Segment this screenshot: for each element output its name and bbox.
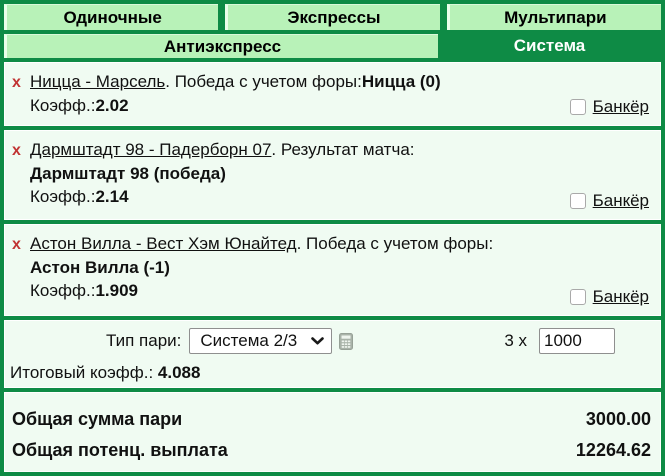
match-link[interactable]: Дармштадт 98 - Падерборн 07 [30, 140, 272, 159]
coeff-label: Коэфф.: [30, 187, 96, 206]
total-coeff-label: Итоговый коэфф.: [10, 363, 158, 382]
bet-type-selected-value: Система 2/3 [200, 331, 298, 350]
coeff-value: 2.14 [95, 187, 129, 206]
bet-description: Астон Вилла - Вест Хэм Юнайтед. Победа с… [30, 232, 651, 255]
chevron-down-icon [311, 337, 325, 345]
bet-description: Дармштадт 98 - Падерборн 07. Результат м… [30, 138, 651, 161]
selection-text: Астон Вилла (-1) [30, 258, 170, 277]
match-link[interactable]: Астон Вилла - Вест Хэм Юнайтед [30, 234, 297, 253]
market-text: . Победа с учетом форы: [165, 72, 362, 91]
tab-row-top: Одиночные Экспрессы Мультипари [4, 4, 661, 30]
tab-row-bottom: Антиэкспресс Система [4, 34, 661, 58]
total-coeff-value: 4.088 [157, 363, 201, 382]
banker-link[interactable]: Банкёр [592, 191, 649, 210]
bet-row: x Астон Вилла - Вест Хэм Юнайтед. Победа… [4, 224, 661, 316]
stake-input[interactable] [539, 328, 615, 354]
remove-bet-icon[interactable]: x [12, 236, 21, 253]
bet-type-label: Тип пари: [106, 331, 182, 350]
banker-group: Банкёр [569, 189, 649, 212]
banker-link[interactable]: Банкёр [592, 287, 649, 306]
calculator-icon[interactable] [339, 332, 354, 350]
tab-system-active[interactable]: Система [513, 36, 586, 55]
total-stake-row: Общая сумма пари 3000.00 [12, 404, 651, 435]
tab-antiexpress[interactable]: Антиэкспресс [4, 34, 438, 58]
coeff-label: Коэфф.: [30, 281, 96, 300]
coeff-value: 2.02 [95, 96, 129, 115]
market-text: . Победа с учетом форы: [296, 234, 494, 253]
potential-payout-label: Общая потенц. выплата [12, 440, 228, 460]
bet-type-select[interactable]: Система 2/3 [189, 328, 333, 354]
match-link[interactable]: Ницца - Марсель [30, 72, 166, 91]
potential-payout-value: 12264.62 [575, 440, 651, 460]
summary-panel: Общая сумма пари 3000.00 Общая потенц. в… [4, 392, 661, 472]
coeff-value: 1.909 [95, 281, 138, 300]
remove-bet-icon[interactable]: x [12, 142, 21, 159]
selection-text: Дармштадт 98 (победа) [30, 164, 226, 183]
total-stake-label: Общая сумма пари [12, 409, 183, 429]
tab-express[interactable]: Экспрессы [225, 4, 440, 30]
banker-checkbox[interactable] [569, 192, 586, 209]
banker-checkbox[interactable] [569, 288, 586, 305]
bet-description: Ницца - Марсель. Победа с учетом форы:Ни… [30, 70, 651, 93]
total-stake-value: 3000.00 [585, 409, 651, 429]
market-text: . Результат матча: [271, 140, 415, 159]
banker-group: Банкёр [569, 285, 649, 308]
bet-row: x Дармштадт 98 - Падерборн 07. Результат… [4, 130, 661, 220]
banker-link[interactable]: Банкёр [592, 97, 649, 116]
tab-singles[interactable]: Одиночные [4, 4, 219, 30]
banker-checkbox[interactable] [569, 98, 586, 115]
bet-row: x Ницца - Марсель. Победа с учетом форы:… [4, 62, 661, 126]
tab-multibet[interactable]: Мультипари [446, 4, 661, 30]
selection-text: Ницца (0) [361, 72, 441, 91]
remove-bet-icon[interactable]: x [12, 74, 21, 91]
bet-type-panel: Тип пари: Система 2/3 [4, 320, 661, 388]
potential-payout-row: Общая потенц. выплата 12264.62 [12, 435, 651, 466]
banker-group: Банкёр [569, 95, 649, 118]
multiplier-label: 3 х [504, 331, 527, 350]
coeff-label: Коэфф.: [30, 96, 96, 115]
